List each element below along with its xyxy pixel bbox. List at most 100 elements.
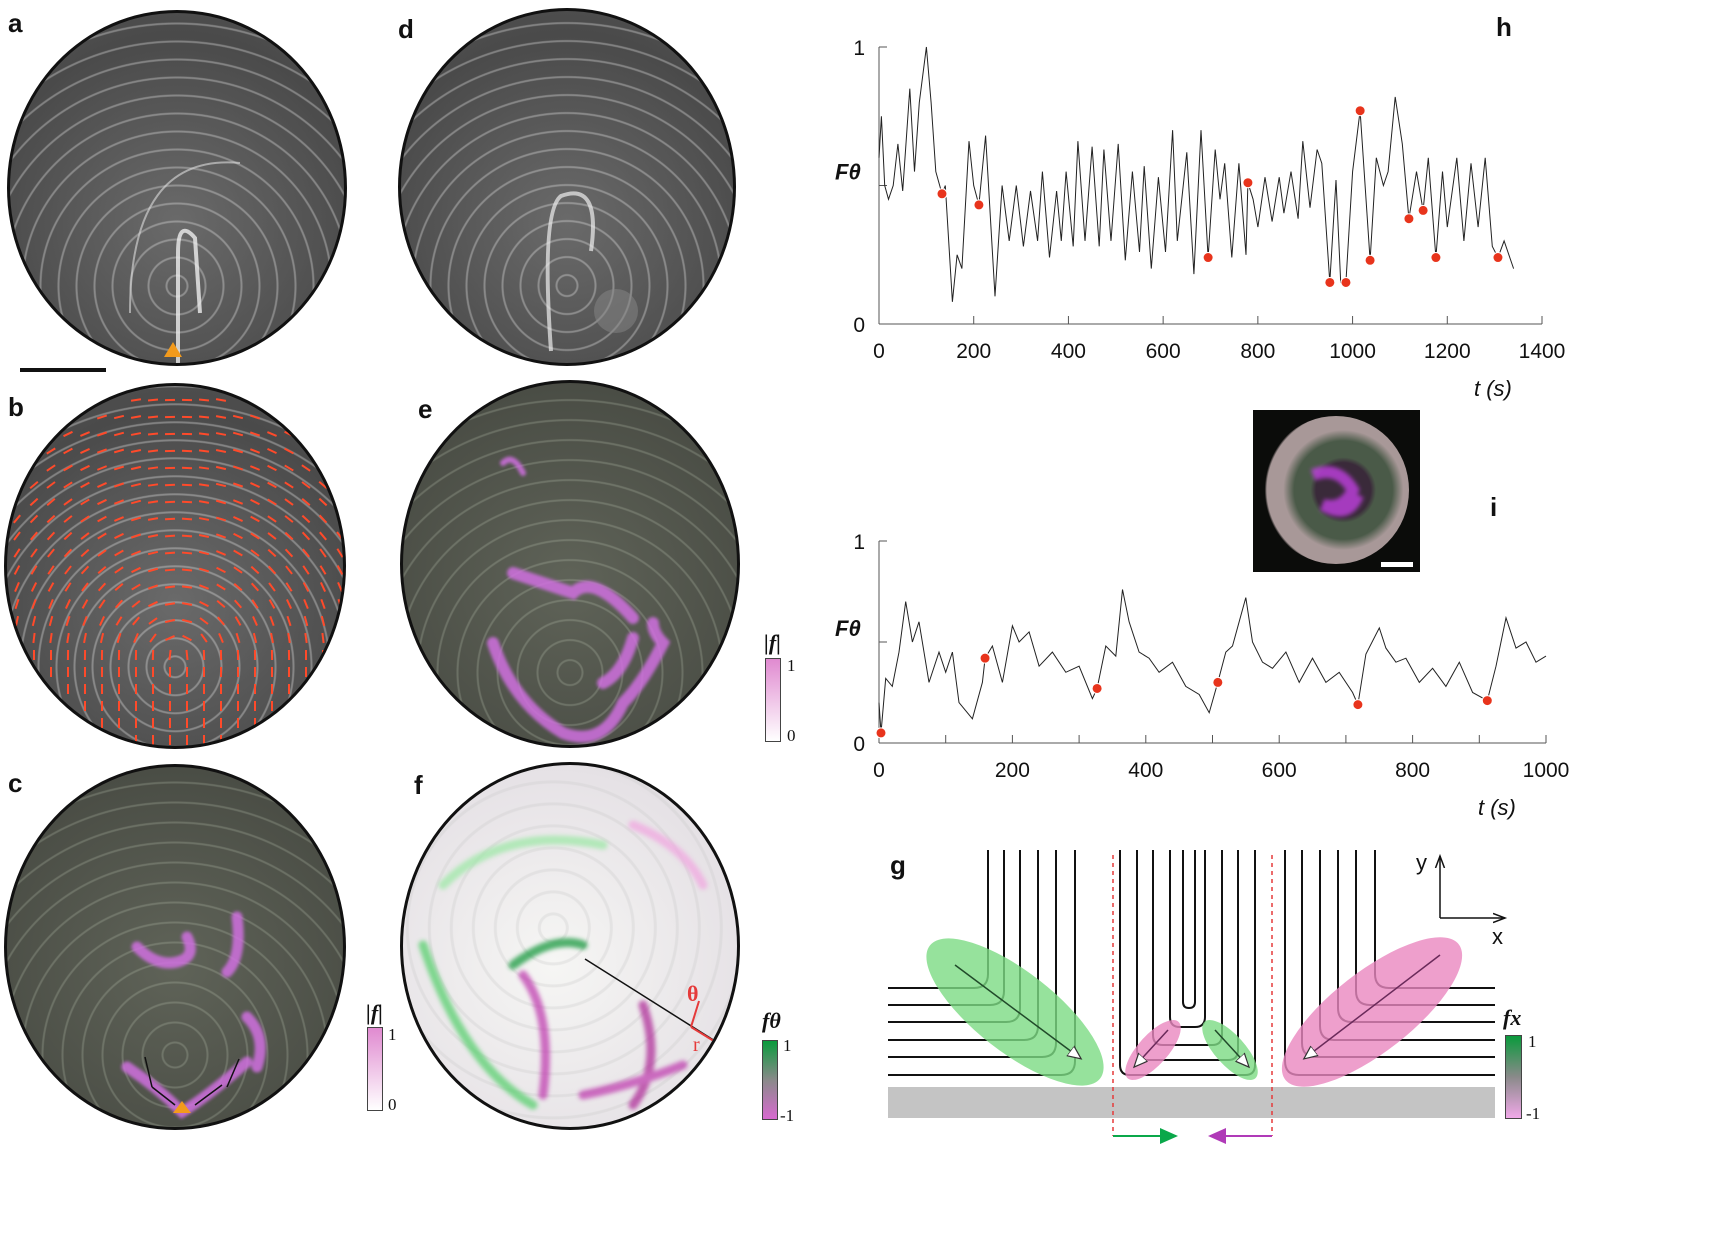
event-marker <box>1492 252 1504 264</box>
director-dash <box>252 616 258 626</box>
director-dash <box>130 465 142 471</box>
director-dash <box>63 498 73 506</box>
director-dash <box>97 582 107 592</box>
director-dash <box>96 448 108 454</box>
director-dash <box>82 615 88 627</box>
director-field-b <box>4 383 346 749</box>
colorbar-e-min: 0 <box>787 726 796 745</box>
director-dash <box>233 532 243 540</box>
director-dash <box>63 447 73 455</box>
director-dash <box>232 431 244 437</box>
colorbar-f-max: 1 <box>783 1036 792 1055</box>
director-dash <box>63 430 73 438</box>
director-dash <box>250 515 260 523</box>
colorbar-g <box>1505 1035 1522 1119</box>
director-dash <box>181 534 193 538</box>
director-dash <box>302 565 310 575</box>
defect-marker-icon <box>164 342 182 357</box>
director-dash <box>285 582 293 592</box>
director-dash <box>198 517 210 521</box>
director-dash <box>46 481 56 489</box>
director-dash <box>216 583 226 591</box>
director-dash <box>64 582 72 592</box>
director-dash <box>319 582 327 592</box>
panel-label-a: a <box>8 8 23 38</box>
director-dash <box>115 616 123 626</box>
director-dash <box>181 568 193 572</box>
director-dash <box>319 565 327 575</box>
director-dash <box>286 615 292 627</box>
director-dash <box>13 514 21 524</box>
director-dash <box>164 585 176 589</box>
director-dash <box>252 632 258 644</box>
director-dash <box>147 415 159 419</box>
director-dash <box>267 532 277 540</box>
director-dash <box>165 635 175 641</box>
panel-label-d: d <box>398 14 414 44</box>
force-arrow <box>1214 1029 1248 1066</box>
director-dash <box>99 632 105 644</box>
director-dash <box>318 514 328 524</box>
director-dash <box>217 616 225 626</box>
director-dash <box>130 516 142 522</box>
event-marker <box>1364 254 1376 266</box>
director-dash <box>46 498 56 506</box>
director-dash <box>47 548 55 558</box>
director-dash <box>96 465 108 471</box>
panel-label-h: h <box>1496 12 1512 42</box>
director-dash <box>182 634 192 642</box>
director-dash <box>216 566 226 574</box>
director-dash <box>215 415 227 419</box>
director-dash <box>31 598 37 610</box>
director-dash <box>29 514 39 524</box>
director-dash <box>131 583 141 591</box>
director-dash <box>303 598 309 610</box>
director-dash <box>198 398 210 402</box>
director-dash <box>130 398 142 402</box>
director-dash <box>131 600 141 608</box>
director-dash <box>320 598 326 610</box>
g-x-axis-label: x <box>1492 924 1503 949</box>
director-dash <box>267 498 277 506</box>
director-dash <box>80 481 90 489</box>
colorbar-f-title: fθ <box>762 1008 781 1033</box>
event-marker <box>1242 177 1254 189</box>
director-dash <box>215 499 227 505</box>
colorbar-f-min: -1 <box>780 1106 795 1125</box>
director-dash <box>147 500 159 504</box>
director-dash <box>130 499 142 505</box>
director-dash <box>81 582 89 592</box>
director-dash <box>168 649 172 661</box>
green-ellipse-left <box>926 938 1104 1086</box>
director-dash <box>130 533 142 539</box>
director-dash <box>232 499 244 505</box>
director-dash <box>32 632 36 644</box>
chart-i: 0 200 400 600 800 1000 0 1 Fθ t (s) <box>835 531 1569 820</box>
y-tick-label: 0 <box>853 733 865 756</box>
director-dash <box>301 498 311 506</box>
director-dash <box>98 599 106 609</box>
director-dash <box>250 532 260 540</box>
director-dash <box>301 481 311 489</box>
director-dash <box>285 565 293 575</box>
director-dash <box>249 431 261 437</box>
x-tick-label: 0 <box>873 759 885 782</box>
director-dash <box>147 567 159 573</box>
director-dash <box>233 516 243 522</box>
director-dash <box>130 415 142 419</box>
director-dash <box>181 466 193 470</box>
r-label: r <box>693 1034 700 1056</box>
director-dash <box>268 599 276 609</box>
director-dash <box>181 449 193 453</box>
x-axis-label: t (s) <box>1474 376 1512 401</box>
director-dash <box>164 551 176 555</box>
force-arrow <box>1305 954 1441 1058</box>
director-dash <box>147 449 159 453</box>
director-dash <box>147 584 159 590</box>
director-dash <box>215 465 227 471</box>
director-dash <box>80 565 90 575</box>
director-dash <box>336 565 343 575</box>
y-tick-label: 1 <box>853 531 865 554</box>
colorbar-g-title: fx <box>1503 1005 1522 1030</box>
director-dash <box>113 482 125 488</box>
